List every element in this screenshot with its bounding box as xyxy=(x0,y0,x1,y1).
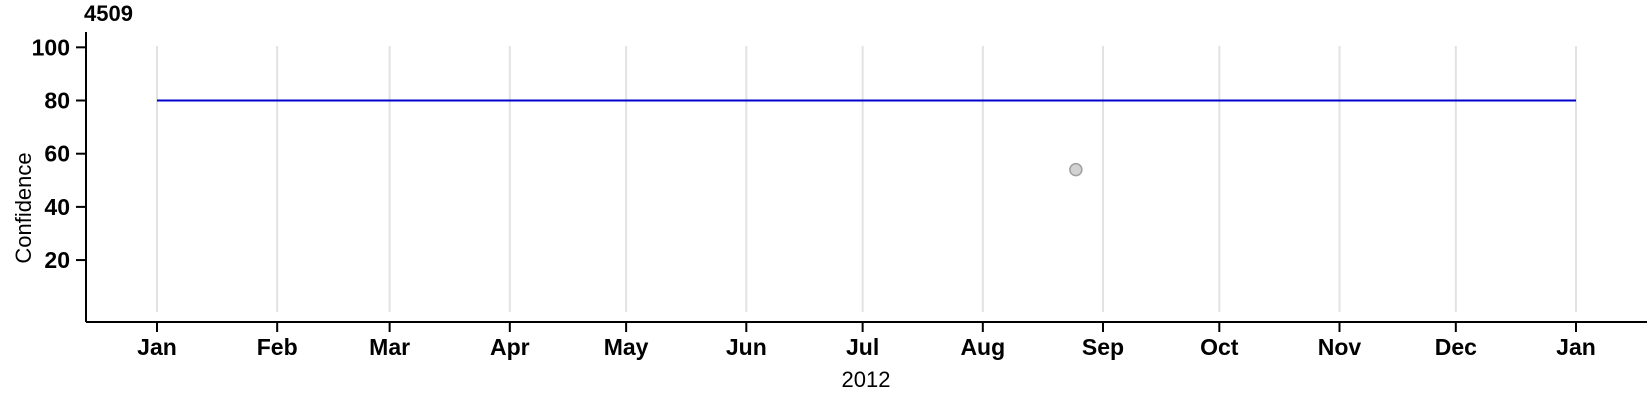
chart-title: 4509 xyxy=(84,1,133,26)
x-tick-label: Jun xyxy=(726,334,767,360)
confidence-point xyxy=(1069,162,1083,177)
x-tick-label: Aug xyxy=(960,334,1005,360)
x-tick-label: Oct xyxy=(1200,334,1239,360)
x-tick-label: Jul xyxy=(846,334,879,360)
x-tick-label: Sep xyxy=(1082,334,1124,360)
x-tick-label: Nov xyxy=(1318,334,1362,360)
x-tick-label: Jan xyxy=(137,334,177,360)
x-tick-label: Apr xyxy=(490,334,530,360)
y-tick-label: 100 xyxy=(32,34,70,60)
y-tick-label: 40 xyxy=(44,194,70,220)
y-tick-label: 80 xyxy=(44,88,70,114)
x-tick-label: Feb xyxy=(257,334,298,360)
x-tick-label: Mar xyxy=(369,334,410,360)
y-tick-label: 20 xyxy=(44,247,70,273)
y-tick-label: 60 xyxy=(44,141,70,167)
x-tick-label: Dec xyxy=(1435,334,1477,360)
x-axis-year-label: 2012 xyxy=(841,367,891,392)
x-tick-label: May xyxy=(604,334,649,360)
y-axis-label: Confidence xyxy=(11,152,36,264)
x-tick-label: Jan xyxy=(1556,334,1596,360)
